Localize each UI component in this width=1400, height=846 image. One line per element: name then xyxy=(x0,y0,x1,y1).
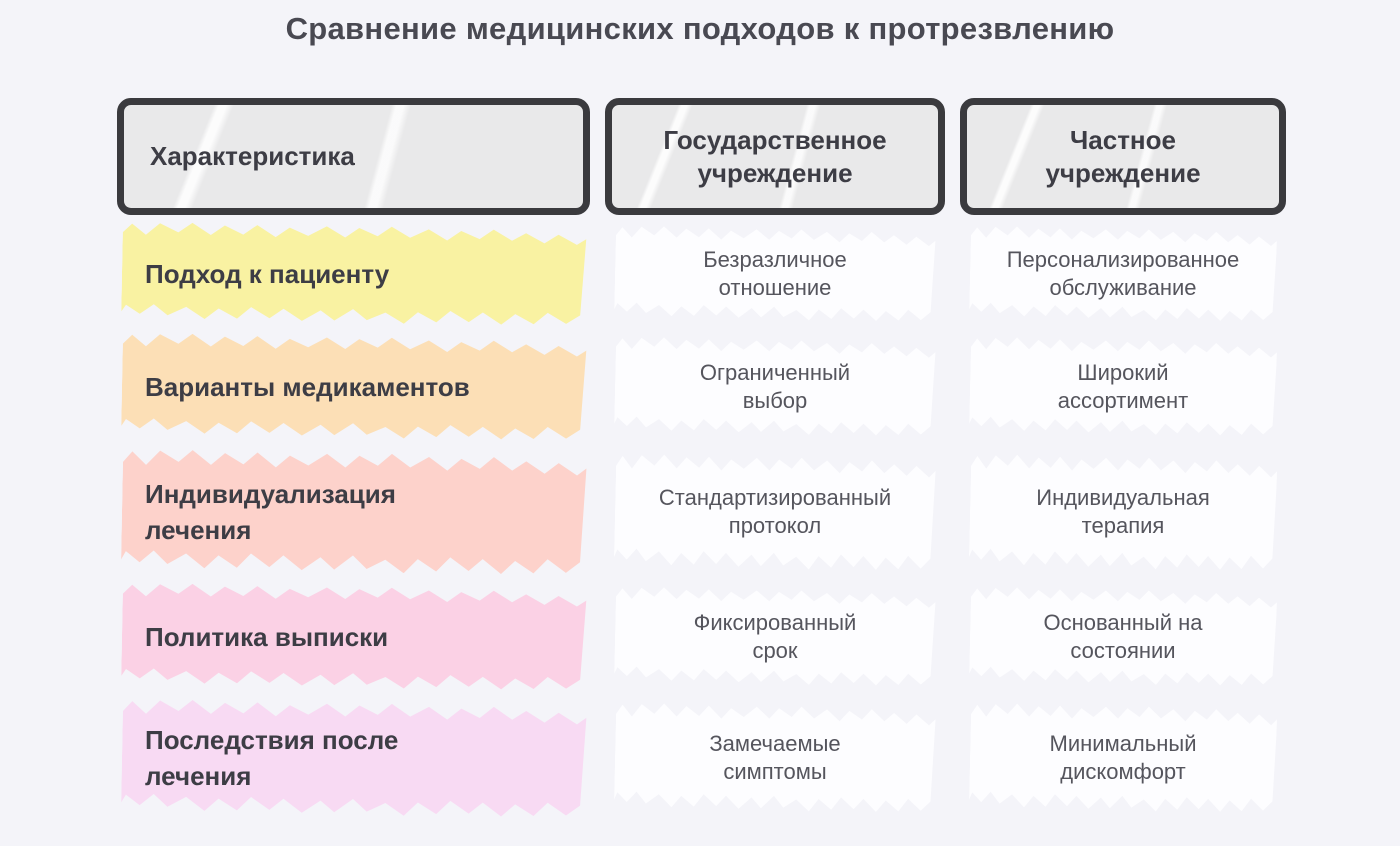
table-cell-private: Широкий ассортимент xyxy=(960,333,1286,441)
feature-label: Последствия после лечения xyxy=(145,725,399,791)
table-cell-private: Минимальный дискомфорт xyxy=(960,698,1286,818)
value-text: Минимальный дискомфорт xyxy=(1049,731,1197,784)
table-cell-state: Замечаемые симптомы xyxy=(605,698,945,818)
value-text: Персонализированное обслуживание xyxy=(1006,247,1240,300)
comparison-table: Характеристика Государственное учреждени… xyxy=(117,98,1286,818)
value-text: Замечаемые симптомы xyxy=(709,731,841,784)
value-text: Широкий ассортимент xyxy=(1057,360,1189,413)
table-row-feature: Последствия после лечения xyxy=(117,698,590,818)
page-title: Сравнение медицинских подходов к протрез… xyxy=(285,11,1115,46)
value-text: Безразличное отношение xyxy=(703,247,847,300)
feature-label: Подход к пациенту xyxy=(145,259,390,289)
table-cell-state: Ограниченный выбор xyxy=(605,333,945,441)
table-row-feature: Индивидуализация лечения xyxy=(117,448,590,576)
table-cell-private: Основанный на состоянии xyxy=(960,583,1286,691)
table-cell-state: Фиксированный срок xyxy=(605,583,945,691)
column-header-state-institution: Государственное учреждение xyxy=(605,98,945,215)
column-header-private-institution: Частное учреждение xyxy=(960,98,1286,215)
column-header-characteristic: Характеристика xyxy=(117,98,590,215)
column-header-label: Государственное учреждение xyxy=(663,124,887,188)
value-text: Основанный на состоянии xyxy=(1043,610,1203,663)
column-header-label: Характеристика xyxy=(150,141,355,171)
value-text: Стандартизированный протокол xyxy=(658,485,892,538)
table-row-feature: Политика выписки xyxy=(117,583,590,691)
feature-label: Варианты медикаментов xyxy=(145,372,470,402)
value-text: Фиксированный срок xyxy=(693,610,857,663)
feature-label: Политика выписки xyxy=(145,622,389,652)
table-cell-state: Безразличное отношение xyxy=(605,222,945,326)
table-cell-private: Индивидуальная терапия xyxy=(960,448,1286,576)
table-row-feature: Варианты медикаментов xyxy=(117,333,590,441)
table-cell-state: Стандартизированный протокол xyxy=(605,448,945,576)
table-cell-private: Персонализированное обслуживание xyxy=(960,222,1286,326)
value-text: Ограниченный выбор xyxy=(699,360,851,413)
table-row-feature: Подход к пациенту xyxy=(117,222,590,326)
value-text: Индивидуальная терапия xyxy=(1036,485,1210,538)
column-header-label: Частное учреждение xyxy=(1045,124,1201,188)
feature-label: Индивидуализация лечения xyxy=(145,479,396,545)
